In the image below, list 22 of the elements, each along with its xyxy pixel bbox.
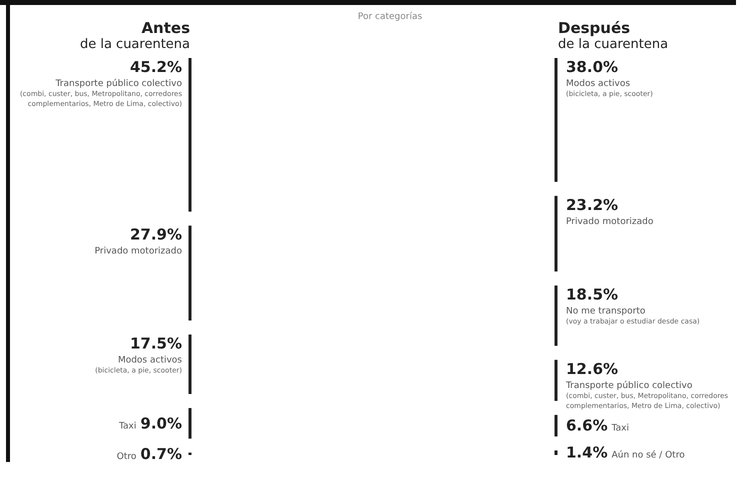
data-label: 17.5%	[130, 334, 182, 353]
text: Antes	[141, 19, 190, 37]
category-label: Privado motorizado	[566, 216, 654, 227]
category-label: Taxi	[610, 424, 629, 434]
data-label: 45.2%	[130, 58, 182, 76]
data-label: 0.7%	[140, 444, 182, 463]
category-label: Otro	[116, 452, 137, 462]
data-label: 23.2%	[566, 196, 618, 214]
data-label: 27.9%	[130, 226, 182, 244]
category-label: Privado motorizado	[94, 246, 182, 257]
text: Por categorías	[358, 10, 422, 22]
category-label: Taxi	[118, 421, 136, 432]
category-label: Aún no sé / Otro	[612, 450, 686, 461]
text: Después	[558, 19, 630, 37]
text: de la cuarentena	[80, 37, 190, 52]
data-label: 1.4%	[566, 444, 608, 462]
data-label: 12.6%	[566, 360, 618, 378]
data-label: 6.6%	[566, 416, 608, 435]
text: de la cuarentena	[558, 37, 668, 52]
data-label: 9.0%	[140, 414, 182, 432]
data-label: 38.0%	[566, 58, 618, 76]
data-label: 18.5%	[566, 286, 618, 304]
